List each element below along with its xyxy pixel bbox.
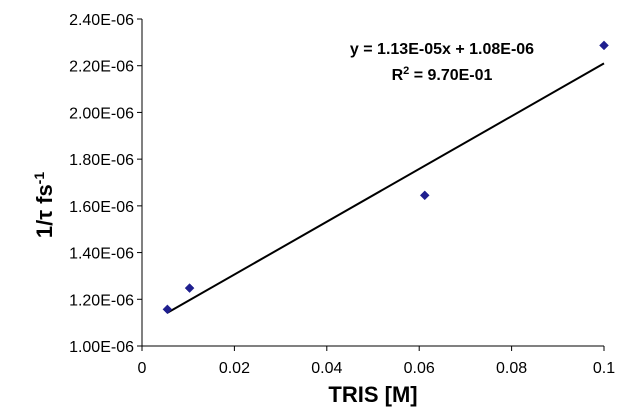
x-tick-label: 0.06: [404, 360, 435, 377]
x-axis-ticks: 0 0.02 0.04 0.06 0.08 0.1: [138, 346, 615, 377]
x-tick-label: 0.04: [311, 360, 342, 377]
x-tick-label: 0.08: [496, 360, 527, 377]
trendline: [166, 62, 605, 314]
y-tick-label: 1.40E-06: [69, 246, 134, 263]
trendline-group: [166, 62, 605, 314]
r-squared-label: R2 = 9.70E-01: [392, 65, 493, 84]
y-tick-label: 1.20E-06: [69, 292, 134, 309]
trendline-equation: y = 1.13E-05x + 1.08E-06: [350, 41, 534, 58]
x-tick-label: 0.1: [593, 360, 615, 377]
data-point: [184, 283, 195, 293]
y-tick-label: 2.20E-06: [69, 59, 134, 76]
data-point: [162, 304, 173, 315]
x-axis-title: TRIS [M]: [328, 382, 417, 407]
y-tick-label: 2.00E-06: [69, 105, 134, 122]
y-tick-label: 1.80E-06: [69, 152, 134, 169]
data-point: [419, 190, 430, 201]
y-tick-label: 1.00E-06: [69, 339, 134, 356]
x-tick-label: 0.02: [219, 360, 250, 377]
y-tick-label: 2.40E-06: [69, 12, 134, 29]
data-points: [162, 40, 609, 315]
y-axis-ticks: 1.00E-06 1.20E-06 1.40E-06 1.60E-06 1.80E-06…: [69, 12, 142, 356]
y-tick-label: 1.60E-06: [69, 199, 134, 216]
x-tick-label: 0: [138, 360, 147, 377]
data-point: [599, 40, 609, 51]
axes: [141, 19, 604, 347]
y-axis-title: 1/τ fs-1: [31, 172, 57, 239]
